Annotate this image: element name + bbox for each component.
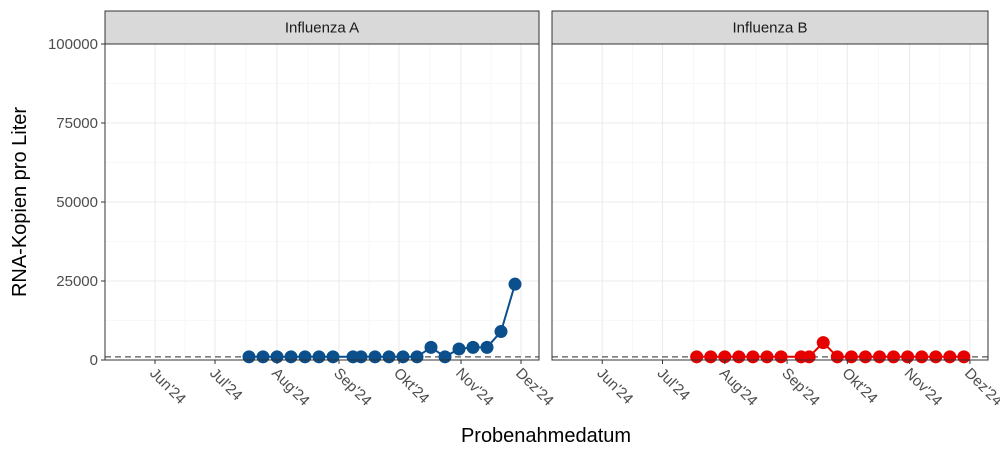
x-tick-label: Aug'24 xyxy=(268,365,313,410)
x-tick-label: Dez'24 xyxy=(512,365,557,410)
facet-title: Influenza A xyxy=(285,20,359,37)
x-tick-label: Jul'24 xyxy=(654,365,693,404)
data-point xyxy=(508,277,522,291)
data-point xyxy=(830,350,844,364)
x-tick-label: Nov'24 xyxy=(901,365,946,410)
x-tick-label: Okt'24 xyxy=(839,365,881,407)
data-point xyxy=(480,340,494,354)
data-point xyxy=(452,342,466,356)
x-tick-label: Sep'24 xyxy=(778,365,823,410)
data-point xyxy=(690,350,704,364)
data-point xyxy=(858,350,872,364)
facet-title: Influenza B xyxy=(732,20,807,37)
data-point xyxy=(354,350,368,364)
data-point xyxy=(704,350,718,364)
data-point xyxy=(242,350,256,364)
data-point xyxy=(732,350,746,364)
data-point xyxy=(746,350,760,364)
x-tick-label: Dez'24 xyxy=(961,365,1000,410)
data-point xyxy=(326,350,340,364)
y-tick-label: 75000 xyxy=(56,115,98,132)
facet-panel: Influenza A Jun'24 Jul'24 Aug'24 Sep'24 Okt'2… xyxy=(104,10,557,410)
data-point xyxy=(424,340,438,354)
facet-panel: Influenza B Jun'24 Jul'24 Aug'24 Sep'24 Okt'2… xyxy=(551,10,1000,410)
chart-panels: Influenza A Jun'24 Jul'24 Aug'24 Sep'24 Okt'2… xyxy=(104,10,1000,410)
data-point xyxy=(396,350,410,364)
x-tick-label: Nov'24 xyxy=(452,365,497,410)
x-tick-label: Jun'24 xyxy=(146,365,189,408)
data-point xyxy=(915,350,929,364)
data-point xyxy=(284,350,298,364)
facet-strip xyxy=(104,10,540,45)
data-point xyxy=(466,340,480,354)
data-point xyxy=(929,350,943,364)
data-point xyxy=(410,350,424,364)
data-point xyxy=(844,350,858,364)
data-point xyxy=(873,350,887,364)
x-axis-title: Probenahmedatum xyxy=(461,425,631,447)
data-point xyxy=(887,350,901,364)
y-tick-label: 100000 xyxy=(48,36,98,53)
data-point xyxy=(901,350,915,364)
data-point xyxy=(256,350,270,364)
x-tick-label: Jul'24 xyxy=(206,365,245,404)
x-tick-label: Jun'24 xyxy=(593,365,636,408)
data-point xyxy=(760,350,774,364)
data-point xyxy=(943,350,957,364)
data-point xyxy=(957,350,971,364)
data-point xyxy=(494,325,508,339)
y-tick-label: 0 xyxy=(90,352,98,369)
data-point xyxy=(816,336,830,350)
data-point xyxy=(774,350,788,364)
x-tick-label: Okt'24 xyxy=(390,365,432,407)
x-tick-label: Sep'24 xyxy=(330,365,375,410)
y-axis: 0 25000 50000 75000 100000 xyxy=(48,36,105,369)
y-tick-label: 50000 xyxy=(56,194,98,211)
data-point xyxy=(368,350,382,364)
y-axis-title: RNA-Kopien pro Liter xyxy=(9,107,31,297)
y-tick-label: 25000 xyxy=(56,273,98,290)
data-point xyxy=(312,350,326,364)
data-point xyxy=(298,350,312,364)
x-tick-label: Aug'24 xyxy=(716,365,761,410)
data-point xyxy=(802,350,816,364)
data-point xyxy=(382,350,396,364)
panel-border xyxy=(551,43,989,361)
data-point xyxy=(438,350,452,364)
